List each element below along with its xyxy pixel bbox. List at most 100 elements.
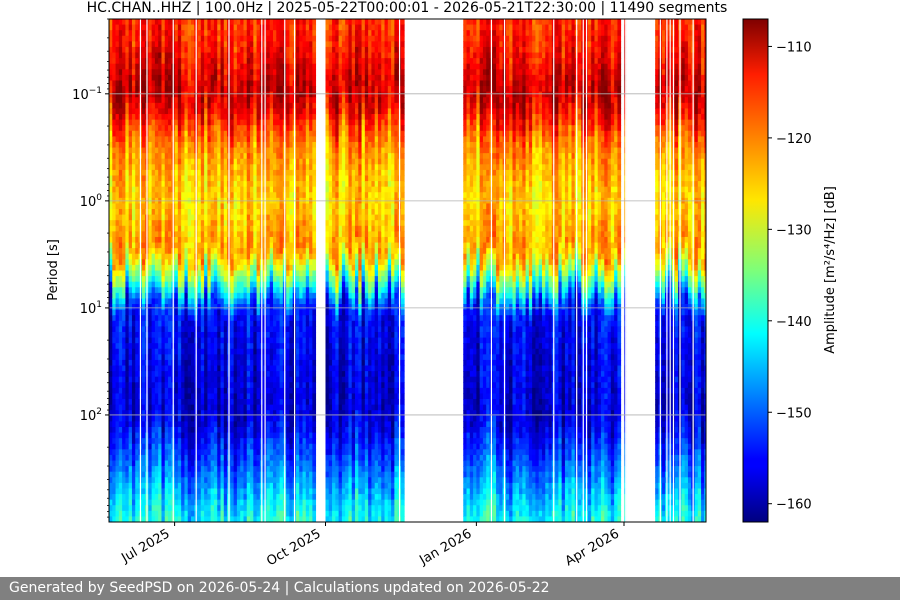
heatmap-cell [200,315,205,322]
heatmap-cell [187,471,192,478]
heatmap-cell [131,242,136,249]
heatmap-cell [154,236,159,244]
heatmap-cell [122,331,126,339]
heatmap-cell [210,91,215,98]
heatmap-cell [164,320,169,327]
heatmap-cell [109,74,113,82]
heatmap-cell [151,114,156,121]
heatmap-cell [184,19,189,26]
heatmap-cell [151,259,156,266]
heatmap-cell [197,510,202,518]
heatmap-cell [141,220,146,227]
heatmap-cell [131,108,136,115]
heatmap-cell [131,376,136,383]
heatmap-cell [177,108,182,115]
heatmap-cell [168,348,172,355]
heatmap-cell [187,169,192,177]
heatmap-cell [125,125,130,132]
heatmap-cell [135,58,139,65]
heatmap-cell [250,499,254,506]
heatmap-cell [204,499,208,506]
heatmap-cell [112,449,116,456]
heatmap-cell [286,348,290,355]
heatmap-cell [181,499,185,506]
heatmap-cell [217,30,221,37]
heatmap-cell [115,141,120,149]
heatmap-cell [125,41,130,48]
heatmap-cell [135,175,139,182]
heatmap-cell [233,326,238,333]
heatmap-cell [200,298,205,305]
heatmap-cell [168,220,172,227]
heatmap-cell [118,387,123,395]
heatmap-cell [246,69,251,76]
heatmap-cell [276,354,280,361]
heatmap-cell [217,158,221,165]
heatmap-cell [148,102,153,110]
heatmap-cell [204,315,208,322]
heatmap-cell [207,443,212,450]
heatmap-cell [112,46,116,54]
heatmap-cell [184,276,189,283]
heatmap-cell [148,315,153,322]
heatmap-cell [286,80,290,87]
heatmap-cell [223,147,228,154]
heatmap-cell [148,471,153,478]
heatmap-cell [273,30,277,37]
heatmap-cell [131,264,136,272]
heatmap-cell [112,331,116,339]
heatmap-cell [223,136,228,143]
heatmap-cell [240,214,244,221]
heatmap-cell [250,248,254,255]
heatmap-cell [279,387,284,395]
heatmap-cell [115,80,120,87]
heatmap-cell [217,175,221,182]
heatmap-cell [141,24,146,31]
heatmap-cell [253,331,258,339]
heatmap-cell [269,326,274,333]
heatmap-cell [286,63,290,70]
heatmap-cell [177,516,182,522]
heatmap-cell [276,41,280,48]
heatmap-cell [191,494,195,501]
heatmap-cell [273,141,277,149]
heatmap-cell [197,298,202,305]
heatmap-cell [250,24,254,31]
heatmap-cell [109,460,113,467]
heatmap-cell [273,220,277,227]
heatmap-cell [135,292,139,300]
heatmap-cell [250,298,254,305]
heatmap-cell [128,471,133,478]
heatmap-cell [210,164,215,171]
heatmap-cell [118,505,123,512]
heatmap-cell [200,46,205,54]
heatmap-cell [148,365,153,372]
heatmap-cell [135,141,139,149]
heatmap-cell [220,510,225,518]
heatmap-cell [273,443,277,450]
heatmap-cell [187,253,192,260]
heatmap-cell [181,387,185,395]
heatmap-cell [135,102,139,110]
heatmap-cell [236,466,241,473]
heatmap-cell [256,326,261,333]
heatmap-cell [200,102,205,110]
heatmap-cell [289,114,294,121]
heatmap-cell [204,80,208,87]
heatmap-cell [112,225,116,232]
heatmap-cell [187,259,192,266]
heatmap-cell [213,505,218,512]
heatmap-cell [217,69,221,76]
heatmap-cell [240,460,244,467]
heatmap-cell [184,119,189,126]
heatmap-cell [279,35,284,42]
heatmap-cell [210,499,215,506]
heatmap-cell [128,102,133,110]
heatmap-cell [230,264,235,272]
heatmap-cell [207,108,212,115]
heatmap-cell [240,63,244,70]
heatmap-cell [253,203,258,210]
heatmap-cell [207,186,212,193]
heatmap-cell [246,214,251,221]
heatmap-cell [223,315,228,322]
